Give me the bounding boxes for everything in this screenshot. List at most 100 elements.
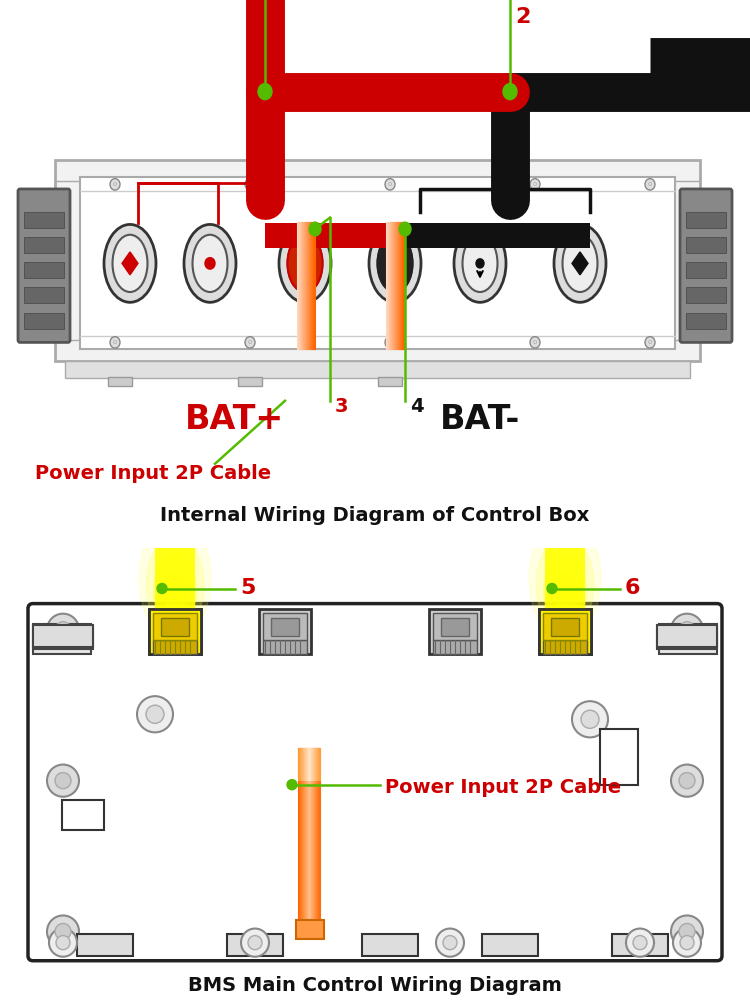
Circle shape	[476, 259, 484, 268]
Text: Power Input 2P Cable: Power Input 2P Cable	[385, 778, 621, 797]
Circle shape	[671, 765, 703, 797]
FancyBboxPatch shape	[680, 189, 732, 342]
Circle shape	[110, 179, 120, 190]
Ellipse shape	[184, 224, 236, 303]
Bar	[153, 613, 197, 640]
Circle shape	[671, 915, 703, 948]
Bar	[24, 212, 64, 228]
Bar	[33, 624, 91, 654]
Bar	[543, 613, 587, 640]
Bar	[153, 640, 197, 654]
Bar	[77, 934, 133, 956]
Ellipse shape	[287, 234, 322, 292]
Ellipse shape	[287, 234, 322, 292]
Circle shape	[530, 179, 540, 190]
Circle shape	[385, 179, 395, 190]
Text: 6: 6	[625, 577, 640, 598]
Bar	[65, 361, 690, 378]
Bar	[24, 288, 64, 304]
Bar	[686, 237, 726, 254]
Ellipse shape	[463, 234, 497, 292]
Circle shape	[55, 924, 71, 940]
Circle shape	[503, 83, 517, 100]
Text: 3: 3	[335, 397, 349, 416]
Bar	[149, 609, 201, 654]
Text: Power Input 2P Cable: Power Input 2P Cable	[35, 464, 272, 483]
Ellipse shape	[529, 518, 601, 639]
Circle shape	[287, 780, 297, 790]
Bar	[600, 729, 638, 785]
Circle shape	[633, 936, 647, 950]
Circle shape	[581, 710, 599, 728]
Circle shape	[47, 915, 79, 948]
Ellipse shape	[160, 572, 190, 621]
Ellipse shape	[154, 554, 196, 627]
Ellipse shape	[536, 536, 594, 633]
Bar	[149, 609, 201, 654]
Circle shape	[49, 929, 77, 957]
Circle shape	[679, 622, 695, 638]
Bar	[153, 613, 197, 640]
Bar	[24, 263, 64, 279]
Text: o: o	[648, 181, 652, 187]
Bar	[395, 223, 590, 248]
Circle shape	[436, 929, 464, 957]
Bar	[265, 223, 425, 248]
Bar	[33, 625, 93, 647]
Bar	[441, 618, 469, 636]
Bar	[259, 609, 311, 654]
Bar	[539, 609, 591, 654]
Circle shape	[679, 924, 695, 940]
Bar	[433, 613, 477, 640]
Bar	[263, 613, 307, 640]
Text: o: o	[532, 181, 537, 187]
Text: o: o	[112, 181, 117, 187]
Circle shape	[547, 583, 557, 594]
Circle shape	[309, 222, 321, 235]
Bar	[686, 212, 726, 228]
Bar	[161, 618, 189, 636]
Circle shape	[671, 614, 703, 646]
Circle shape	[146, 705, 164, 723]
Bar	[551, 618, 579, 636]
Bar	[24, 237, 64, 254]
Text: BMS Main Control Wiring Diagram: BMS Main Control Wiring Diagram	[188, 977, 562, 995]
Bar	[657, 625, 717, 647]
Bar	[238, 377, 262, 386]
Circle shape	[258, 83, 272, 100]
Circle shape	[47, 765, 79, 797]
Circle shape	[443, 936, 457, 950]
Ellipse shape	[166, 586, 184, 617]
Ellipse shape	[554, 224, 606, 303]
Bar	[686, 313, 726, 329]
Ellipse shape	[550, 572, 580, 621]
Bar	[686, 288, 726, 304]
Circle shape	[530, 337, 540, 348]
Bar	[80, 177, 675, 349]
Text: 2: 2	[515, 7, 530, 27]
Ellipse shape	[146, 536, 204, 633]
Ellipse shape	[377, 234, 412, 292]
Text: BAT-: BAT-	[440, 403, 520, 437]
Circle shape	[673, 929, 701, 957]
Bar	[33, 627, 93, 649]
Ellipse shape	[454, 224, 506, 303]
Ellipse shape	[369, 224, 421, 303]
Text: o: o	[388, 339, 392, 345]
Bar	[153, 640, 197, 654]
FancyBboxPatch shape	[28, 604, 722, 961]
Bar	[539, 609, 591, 654]
Text: 5: 5	[240, 577, 255, 598]
Circle shape	[572, 701, 608, 737]
Text: 4: 4	[410, 397, 424, 416]
Circle shape	[157, 583, 167, 594]
Text: o: o	[532, 339, 537, 345]
Circle shape	[245, 337, 255, 348]
Ellipse shape	[562, 234, 598, 292]
Text: o: o	[248, 181, 252, 187]
Bar	[543, 640, 587, 654]
Bar	[108, 377, 132, 386]
Circle shape	[47, 614, 79, 646]
Circle shape	[241, 929, 269, 957]
Text: Internal Wiring Diagram of Control Box: Internal Wiring Diagram of Control Box	[160, 506, 590, 525]
